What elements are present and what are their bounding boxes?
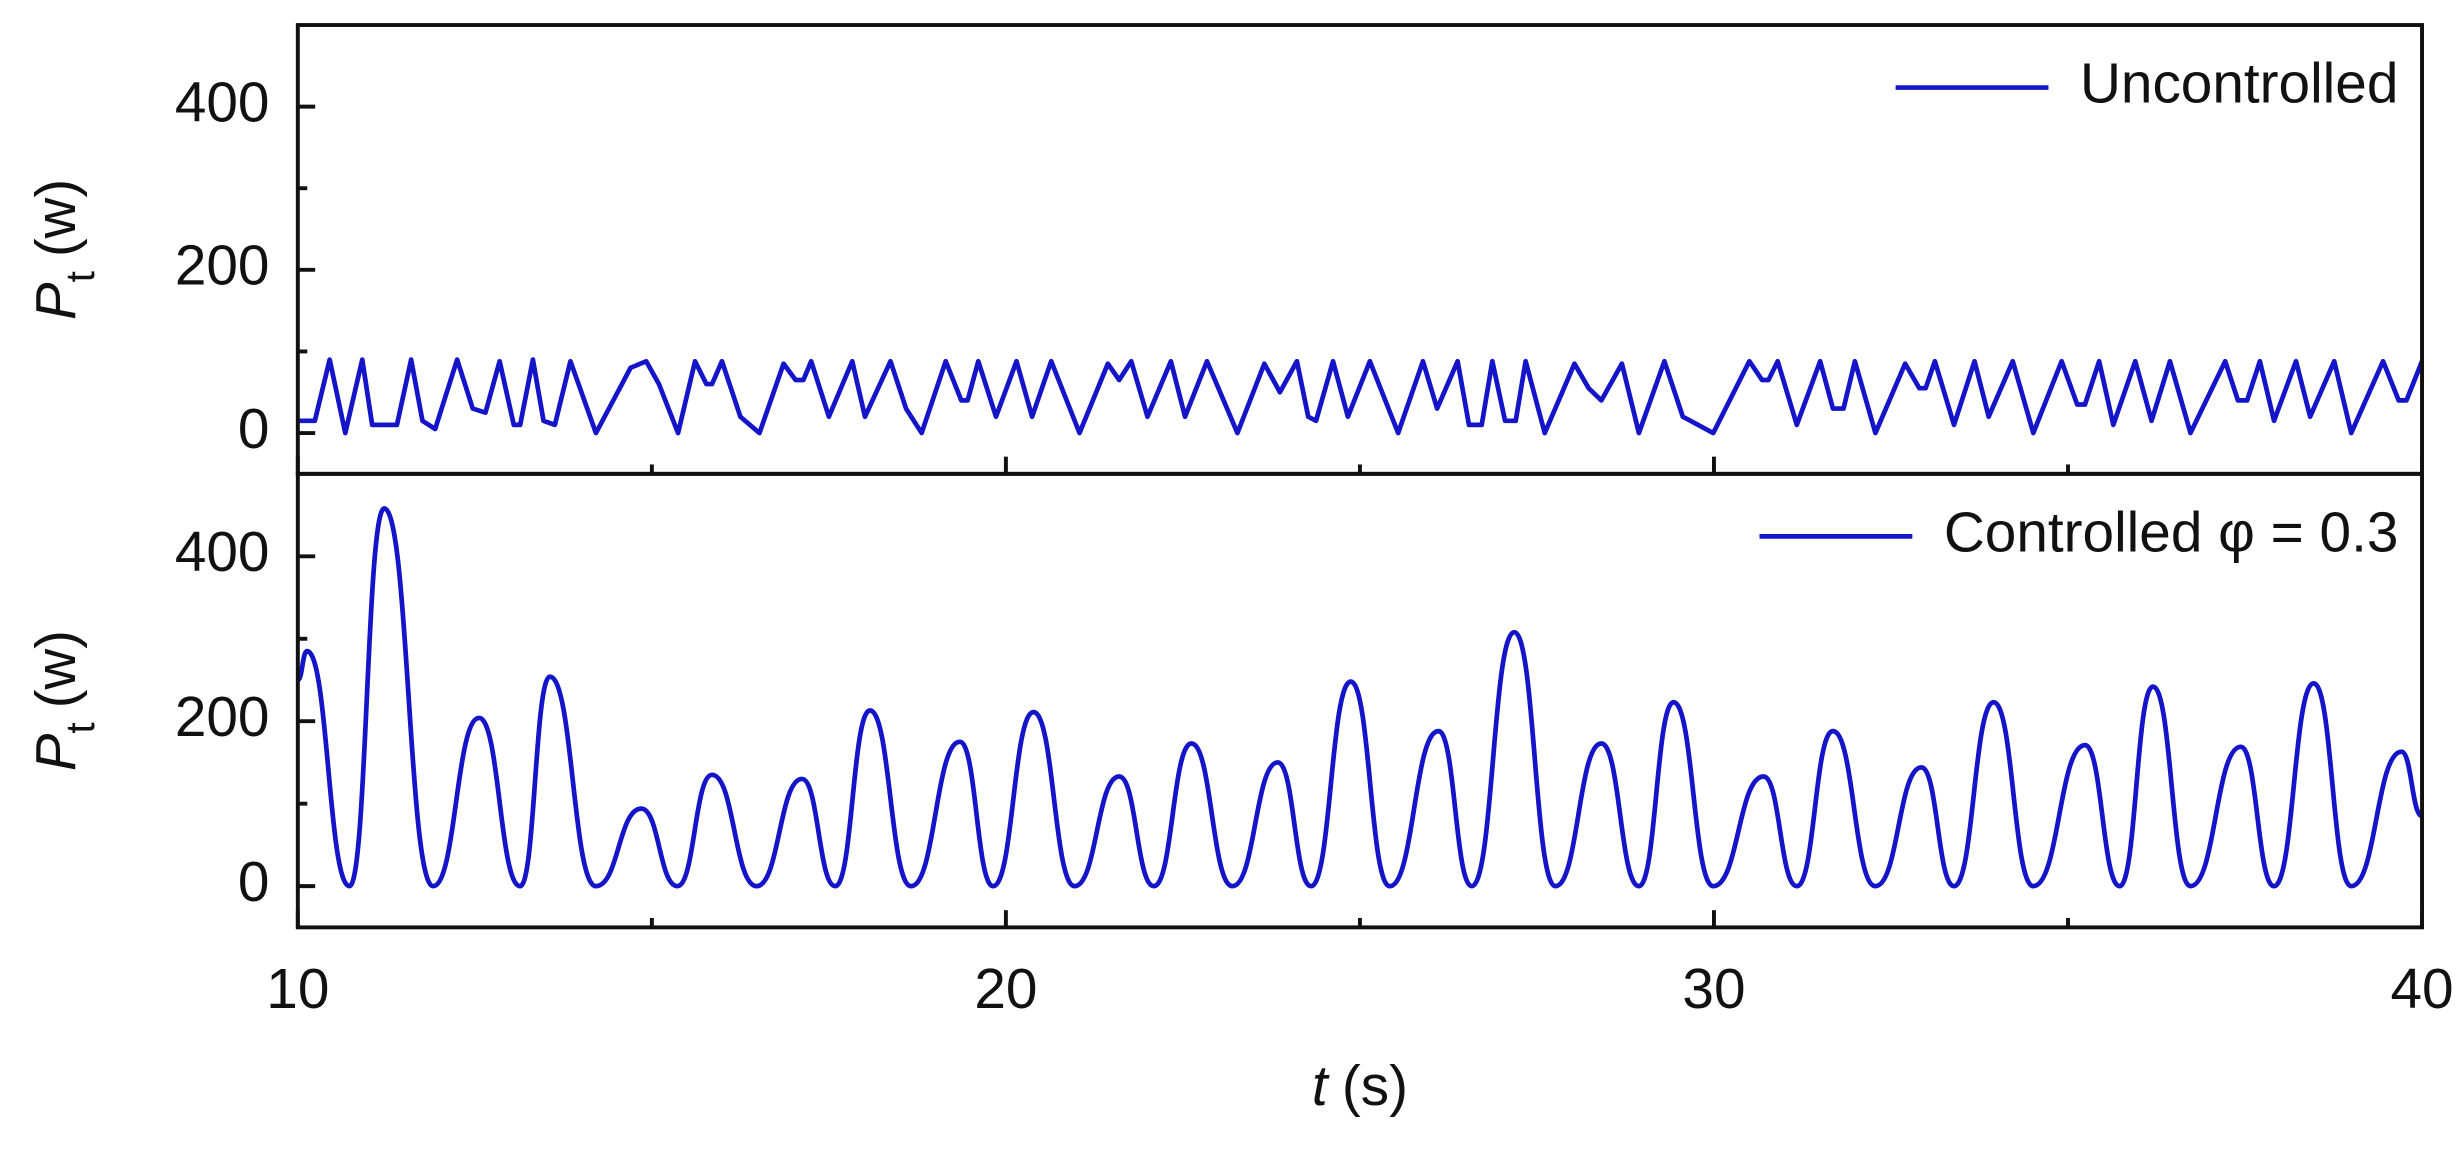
y-label-unit: (w) — [24, 179, 87, 257]
y-tick-label: 400 — [175, 71, 270, 134]
y-label-subscript: t — [57, 270, 103, 282]
y-tick-label: 400 — [175, 520, 270, 583]
y-axis-label: Pt (w) — [24, 179, 103, 320]
y-tick-label: 200 — [175, 685, 270, 748]
series-line — [297, 506, 2423, 889]
y-tick-label: 200 — [175, 234, 270, 297]
plot-frame — [295, 471, 2424, 930]
x-tick-label: 10 — [266, 957, 329, 1020]
legend-label: Controlled φ = 0.3 — [1944, 500, 2399, 563]
x-tick-label: 30 — [1682, 957, 1745, 1020]
y-axis-label: Pt (w) — [24, 630, 103, 771]
x-tick-label: 40 — [2390, 957, 2453, 1020]
x-label-symbol: t — [1312, 1054, 1330, 1117]
x-label-unit: (s) — [1342, 1054, 1408, 1117]
x-tick-label: 20 — [974, 957, 1037, 1020]
y-tick-label: 0 — [238, 397, 270, 460]
y-tick-label: 0 — [238, 850, 270, 913]
series-line — [297, 357, 2423, 436]
x-axis-label: t (s) — [1312, 1054, 1408, 1117]
y-label-unit: (w) — [24, 630, 87, 708]
y-label-symbol: P — [24, 282, 87, 320]
y-label-symbol: P — [24, 733, 87, 771]
legend-label: Uncontrolled — [2080, 52, 2398, 115]
y-label-subscript: t — [57, 722, 103, 734]
